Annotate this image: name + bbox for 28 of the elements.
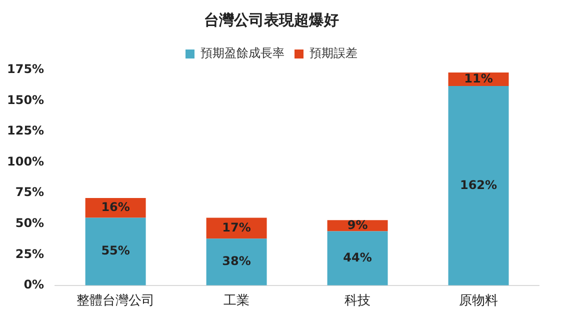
data-label: 162%	[460, 178, 498, 192]
y-tick-label: 25%	[15, 246, 44, 261]
bar	[327, 231, 388, 286]
y-tick-label: 75%	[15, 185, 44, 200]
bar	[448, 86, 509, 286]
data-label: 44%	[343, 250, 372, 264]
data-label: 55%	[101, 244, 130, 258]
bar	[206, 238, 267, 286]
x-tick-label: 工業	[224, 294, 250, 309]
data-label: 17%	[222, 220, 251, 234]
legend-label: 預期盈餘成長率	[200, 46, 284, 60]
y-tick-label: 0%	[24, 278, 44, 292]
data-label: 38%	[222, 254, 251, 268]
bar	[206, 218, 267, 239]
y-tick-label: 50%	[15, 216, 44, 230]
y-tick-label: 175%	[6, 62, 44, 76]
data-label: 11%	[464, 71, 493, 86]
data-label: 9%	[347, 218, 368, 232]
y-tick-label: 100%	[6, 154, 44, 168]
data-label: 16%	[101, 200, 130, 214]
legend-label: 預期誤差	[310, 46, 358, 60]
chart-title: 台灣公司表現超爆好	[204, 10, 339, 29]
x-tick-label: 原物料	[459, 294, 498, 309]
y-tick-label: 125%	[6, 124, 44, 138]
bar	[85, 218, 146, 286]
y-tick-label: 150%	[6, 92, 44, 107]
x-tick-label: 整體台灣公司	[76, 294, 155, 309]
x-tick-label: 科技	[344, 294, 371, 309]
